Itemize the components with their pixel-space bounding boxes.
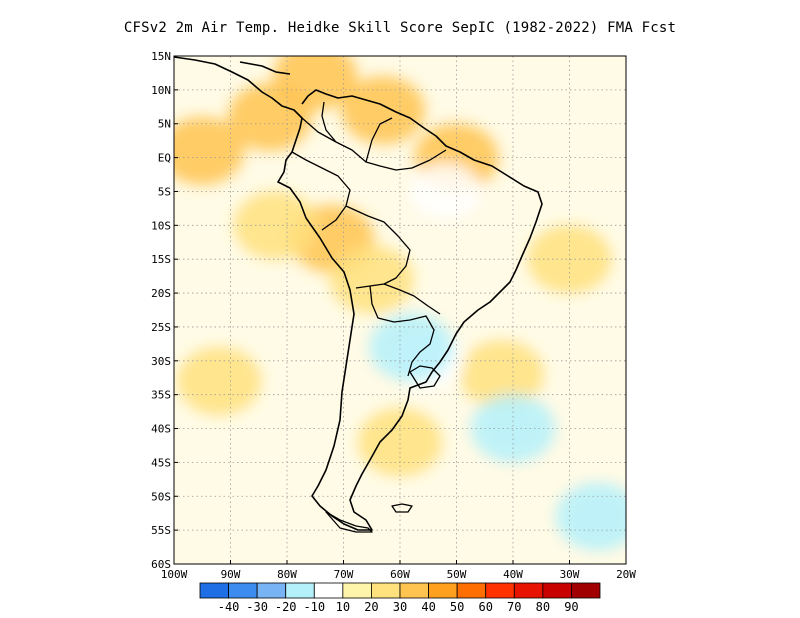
skill-field [174, 56, 626, 551]
lon-label: 30W [560, 568, 580, 581]
grid-lines [174, 56, 626, 564]
lat-label: 20S [151, 287, 171, 300]
colorbar-swatch [371, 582, 401, 599]
colorbar-label: 50 [450, 600, 464, 614]
colorbar-swatch [342, 582, 372, 599]
lon-label: 20W [616, 568, 636, 581]
skill-region-8 [177, 347, 262, 416]
colorbar-label: 10 [336, 600, 350, 614]
lat-label: 5N [158, 118, 171, 131]
lat-label: 15S [151, 253, 171, 266]
colorbar-label: -30 [246, 600, 268, 614]
uruguay-outline [409, 365, 441, 389]
colorbar-swatch [571, 582, 601, 599]
skill-region-3 [341, 76, 426, 145]
south-america-outline [174, 56, 543, 533]
lat-label: EQ [158, 152, 171, 165]
lon-label: 100W [161, 568, 188, 581]
lon-label: 90W [221, 568, 241, 581]
lon-label: 60W [390, 568, 410, 581]
map-title: CFSv2 2m Air Temp. Heidke Skill Score Se… [123, 20, 677, 36]
skill-region-10 [459, 340, 544, 409]
colorbar-label: 70 [507, 600, 521, 614]
country-borders [291, 101, 447, 377]
skill-region-0 [174, 116, 245, 185]
colorbar-swatch [485, 582, 515, 599]
skill-region-16 [555, 482, 626, 551]
colorbar-swatch [228, 582, 258, 599]
colorbar-swatch [399, 582, 429, 599]
colorbar-label: 80 [536, 600, 550, 614]
skill-region-7 [233, 191, 318, 260]
colorbar-swatch [313, 582, 344, 599]
lat-label: 30S [151, 355, 171, 368]
lat-label: 15N [151, 50, 171, 63]
lat-label: 55S [151, 524, 171, 537]
lon-label: 70W [334, 568, 354, 581]
latitude-labels: 15N 10N 5N EQ 5S 10S 15S 20S 25S 30S 35S 40S 45S 50S 5… [151, 50, 178, 571]
longitude-labels: 100W 90W 80W 70W 60W 50W 40W 30W 20W [161, 560, 636, 581]
lat-label: 60S [151, 558, 171, 571]
tierra-del-fuego [325, 511, 373, 533]
lat-label: 45S [151, 456, 171, 469]
lat-label: 50S [151, 490, 171, 503]
cuba-island [239, 61, 291, 75]
lat-label: 5S [158, 185, 171, 198]
colorbar-label: -40 [218, 600, 240, 614]
colorbar: -40 -30 -20 -10 10 20 30 40 50 60 70 80 90 [199, 582, 601, 614]
colorbar-label: -20 [275, 600, 297, 614]
colorbar-swatch [285, 582, 315, 599]
colorbar-swatch [456, 582, 487, 599]
colorbar-swatch [256, 582, 287, 599]
lon-label: 40W [503, 568, 523, 581]
lat-label: 40S [151, 423, 171, 436]
central-america-coast [174, 56, 543, 531]
lon-label: 50W [447, 568, 467, 581]
colorbar-label: 30 [393, 600, 407, 614]
colorbar-label: 20 [364, 600, 378, 614]
skill-region-14 [369, 313, 454, 382]
colorbar-label: 40 [421, 600, 435, 614]
colorbar-label: 60 [478, 600, 492, 614]
lat-label: 35S [151, 389, 171, 402]
skill-region-9 [358, 408, 442, 477]
lat-label: 10N [151, 84, 171, 97]
falkland-islands [391, 503, 413, 513]
colorbar-swatch [542, 582, 572, 599]
lat-label: 10S [151, 219, 171, 232]
colorbar-label: 90 [564, 600, 578, 614]
colorbar-swatch [199, 582, 229, 599]
lon-label: 80W [277, 568, 297, 581]
colorbar-swatch [428, 582, 458, 599]
lat-label: 25S [151, 321, 171, 334]
colorbar-label: -10 [303, 600, 325, 614]
colorbar-swatch [513, 582, 544, 599]
